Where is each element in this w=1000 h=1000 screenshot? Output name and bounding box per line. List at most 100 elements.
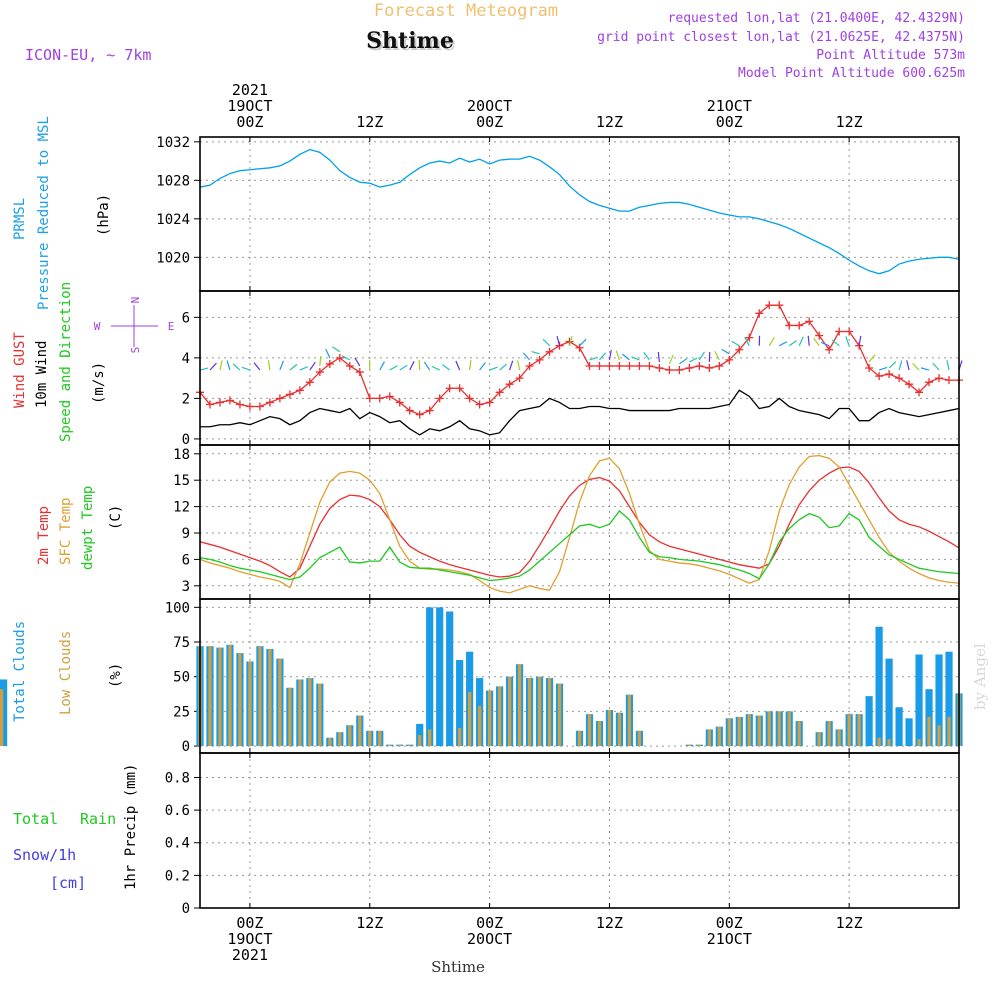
wind-arrow [668, 354, 674, 365]
wind-arrow [299, 366, 308, 371]
gust-marker [785, 321, 794, 330]
gust-marker [645, 361, 654, 370]
low-cloud-bar [248, 661, 252, 747]
gust-marker [875, 372, 884, 381]
low-cloud-bar [418, 734, 422, 747]
panel-wind: 0 2 4 6 [182, 290, 963, 448]
total-cloud-bar [895, 707, 903, 747]
gust-marker [445, 384, 454, 393]
gust-marker [515, 374, 524, 383]
ytick-label: 1020 [156, 250, 190, 266]
low-cloud-bar [388, 744, 392, 747]
wind-arrow [267, 360, 271, 371]
ytick-label: 15 [173, 473, 190, 489]
wind-arrow [469, 360, 472, 371]
low-cloud-bar [258, 646, 262, 747]
gust-marker [415, 410, 424, 419]
low-cloud-bar [727, 718, 731, 747]
wind-arrow [798, 336, 804, 346]
ytick-label: 9 [182, 526, 190, 542]
low-cloud-bar [527, 678, 532, 747]
ytick-label: 0 [182, 739, 190, 755]
precip-label-rain: Rain [80, 810, 116, 828]
gust-marker [365, 394, 374, 403]
clouds-label-1: Total Clouds [12, 621, 28, 722]
low-cloud-bar [478, 705, 482, 747]
low-cloud-bar [927, 716, 931, 747]
ytick-label: 75 [173, 635, 190, 651]
wind-label-1: Wind GUST [12, 332, 28, 408]
panel-frame [199, 598, 960, 754]
top-time-label: 00Z [236, 113, 263, 131]
wind-arrow [946, 360, 950, 371]
series-line-dewpt-temp [199, 510, 960, 582]
low-cloud-bar [767, 711, 771, 747]
ytick-label: 0.4 [165, 836, 190, 852]
gust-marker [275, 394, 284, 403]
ytick-label: 6 [182, 310, 190, 326]
gust-marker [625, 361, 634, 370]
top-time-label: 00Z [716, 113, 743, 131]
grid-point-coords: grid point closest lon,lat (21.0625E, 42… [597, 30, 965, 45]
wind-arrow [845, 336, 850, 346]
gust-marker [325, 359, 334, 368]
gust-marker [775, 301, 784, 310]
low-cloud-bar [458, 728, 462, 747]
gust-marker [615, 361, 624, 370]
gust-marker [755, 309, 764, 318]
top-time-label: 20OCT [467, 97, 512, 115]
gust-marker [495, 388, 504, 397]
ytick-label: 0.2 [165, 868, 190, 884]
total-cloud-bar [875, 626, 883, 747]
wind-arrow [721, 348, 730, 355]
low-cloud-bar [398, 744, 402, 747]
low-cloud-bar [827, 721, 831, 747]
wind-arrow [579, 338, 587, 347]
gust-marker [555, 341, 564, 350]
temp-label-3: dewpt Temp [80, 486, 96, 570]
compass-west: W [94, 320, 101, 333]
low-cloud-bar [917, 739, 921, 747]
low-cloud-bar [308, 678, 312, 747]
low-cloud-bar [358, 715, 362, 747]
low-cloud-bar [298, 679, 302, 747]
location-title: Shtime [368, 30, 456, 56]
low-cloud-bar [537, 676, 542, 747]
gust-marker [425, 406, 434, 415]
gust-marker [865, 364, 874, 372]
low-cloud-bar [218, 647, 222, 747]
low-cloud-bar [707, 729, 711, 747]
low-cloud-bar [737, 716, 741, 747]
gust-marker [895, 374, 904, 383]
series-line-prmsl [199, 148, 960, 275]
wind-arrow [423, 361, 431, 371]
ytick-label: 0 [182, 901, 190, 917]
gust-marker [355, 368, 364, 377]
gust-marker [905, 380, 914, 389]
gust-marker [215, 398, 224, 407]
low-cloud-bar [787, 711, 791, 747]
top-time-label: 21OCT [707, 97, 752, 115]
low-cloud-bar [348, 725, 352, 747]
compass-north: N [129, 297, 142, 304]
gust-marker [205, 400, 214, 409]
wind-arrow [698, 351, 705, 361]
wind-arrow [631, 356, 640, 361]
wind-arrow [354, 357, 361, 367]
panel-temperature: 3 6 9 12 15 18 [173, 444, 960, 600]
gust-marker [705, 364, 714, 372]
ytick-label: 50 [173, 670, 190, 686]
wind-arrow [226, 360, 231, 371]
gust-marker [635, 361, 644, 370]
gust-marker [745, 333, 754, 342]
gust-marker [235, 400, 244, 409]
total-cloud-bar [456, 660, 464, 747]
gust-marker [315, 368, 324, 377]
low-cloud-bar [208, 646, 212, 747]
total-cloud-bar [935, 654, 943, 747]
ytick-label: 12 [173, 500, 190, 516]
gust-marker [535, 355, 544, 364]
gust-marker [525, 361, 534, 370]
compass-rose: N S W E [94, 297, 175, 354]
